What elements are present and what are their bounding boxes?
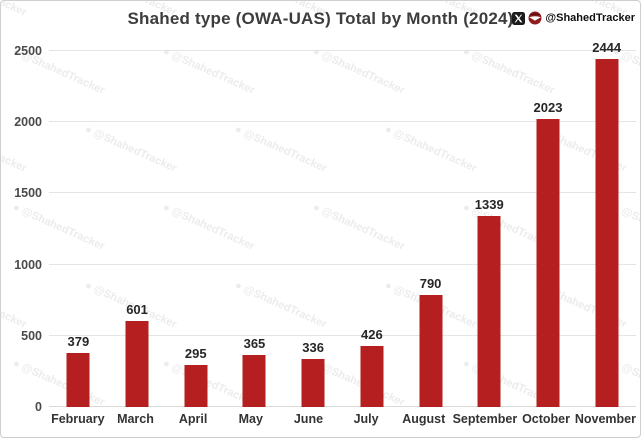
bar-slot-february: 379	[49, 51, 108, 407]
bar-slot-august: 790	[401, 51, 460, 407]
bar-slot-june: 336	[284, 51, 343, 407]
x-tick-label: September	[452, 412, 518, 426]
x-tick-label: April	[178, 412, 208, 426]
bar-march	[125, 321, 149, 407]
bar-july	[360, 346, 384, 407]
x-tick-label: August	[402, 412, 446, 426]
chart-title: Shahed type (OWA-UAS) Total by Month (20…	[127, 9, 514, 28]
bar-september	[477, 216, 501, 407]
x-tick-label: November	[574, 412, 636, 426]
bar-value-label: 379	[67, 334, 90, 350]
bar-value-label: 790	[419, 275, 442, 291]
gridline	[49, 50, 636, 51]
x-tick-label: June	[293, 412, 324, 426]
bar-value-label: 426	[361, 327, 383, 343]
bar-slot-july: 426	[343, 51, 402, 407]
bars-container: 379 601 295 365 336 426 790 1339 2023 2444	[49, 40, 636, 407]
bar-june	[301, 359, 325, 407]
bar-may	[242, 355, 266, 407]
x-tick-label: February	[51, 412, 105, 426]
x-tick-label: October	[522, 412, 570, 426]
y-tick-label: 2000	[14, 115, 42, 130]
x-tick-label: May	[238, 412, 263, 426]
bar-slot-october: 2023	[519, 51, 578, 407]
bar-slot-may: 365	[225, 51, 284, 407]
gridline	[49, 192, 636, 194]
gridline	[49, 334, 636, 336]
bar-april	[184, 365, 208, 407]
y-axis: 0 500 1000 1500 2000 2500	[1, 44, 45, 414]
bar-february	[66, 353, 90, 407]
y-tick-label: 0	[35, 400, 42, 414]
y-tick-label: 2500	[14, 44, 42, 58]
attribution: @ShahedTracker	[512, 11, 635, 25]
bar-value-label: 2444	[592, 39, 622, 55]
shahedtracker-logo-icon	[528, 11, 542, 25]
bar-august	[419, 294, 443, 407]
y-tick-label: 1000	[14, 257, 42, 272]
bar-value-label: 295	[184, 346, 207, 361]
x-tick-label: July	[353, 412, 379, 426]
y-tick-label: 500	[21, 328, 42, 343]
bar-value-label: 365	[243, 336, 266, 352]
bar-value-label: 336	[302, 340, 325, 356]
y-tick-label: 1500	[14, 186, 42, 201]
gridline	[49, 263, 636, 265]
attribution-handle: @ShahedTracker	[545, 12, 635, 24]
bar-november	[595, 58, 619, 407]
bar-slot-september: 1339	[460, 51, 519, 407]
bar-value-label: 2023	[533, 99, 563, 115]
gridline	[49, 406, 636, 407]
bar-october	[536, 118, 560, 407]
bar-value-label: 601	[126, 302, 148, 318]
bar-value-label: 1339	[474, 197, 504, 213]
bar-slot-november: 2444	[577, 40, 636, 407]
x-tick-label: March	[117, 412, 154, 426]
x-logo-icon	[512, 11, 526, 25]
x-axis: February March April May June July August Septe…	[49, 407, 636, 437]
gridline	[49, 121, 636, 123]
plot-area: 379 601 295 365 336 426 790 1339 2023 2444	[49, 40, 636, 407]
bar-slot-april: 295	[166, 51, 225, 407]
bar-slot-march: 601	[108, 51, 167, 407]
